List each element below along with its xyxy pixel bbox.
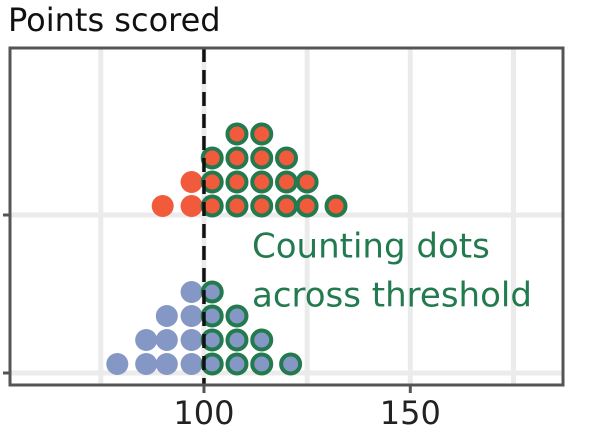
dot <box>250 146 274 170</box>
dot <box>180 195 203 217</box>
annotation: across threshold <box>252 276 532 316</box>
dot <box>295 170 319 194</box>
dot <box>250 328 274 352</box>
dot <box>324 194 348 218</box>
chart-title: Points scored <box>8 1 221 39</box>
dot <box>225 194 249 218</box>
dot <box>135 329 158 351</box>
marks <box>106 48 348 385</box>
dot <box>106 353 129 375</box>
dot <box>295 194 319 218</box>
dot <box>225 352 249 376</box>
dot <box>135 353 158 375</box>
dot <box>225 122 249 146</box>
dot <box>279 352 303 376</box>
dot <box>155 353 178 375</box>
dot <box>155 305 178 327</box>
dot <box>250 170 274 194</box>
dot <box>180 281 203 303</box>
annotation: Counting dots <box>252 227 490 267</box>
dot <box>250 352 274 376</box>
dot <box>250 122 274 146</box>
dot <box>180 305 203 327</box>
x-tick-label: 100 <box>173 394 234 432</box>
dot <box>225 328 249 352</box>
dot <box>225 170 249 194</box>
dot <box>275 194 298 218</box>
dot <box>225 146 249 170</box>
dot <box>180 171 203 193</box>
dot <box>180 329 203 351</box>
x-tick-label: 150 <box>380 394 441 432</box>
dot <box>225 304 249 328</box>
dot <box>275 146 298 170</box>
dot <box>250 194 274 218</box>
dot <box>151 195 174 217</box>
dot <box>180 353 203 375</box>
dot <box>155 329 178 351</box>
dot <box>275 170 298 194</box>
